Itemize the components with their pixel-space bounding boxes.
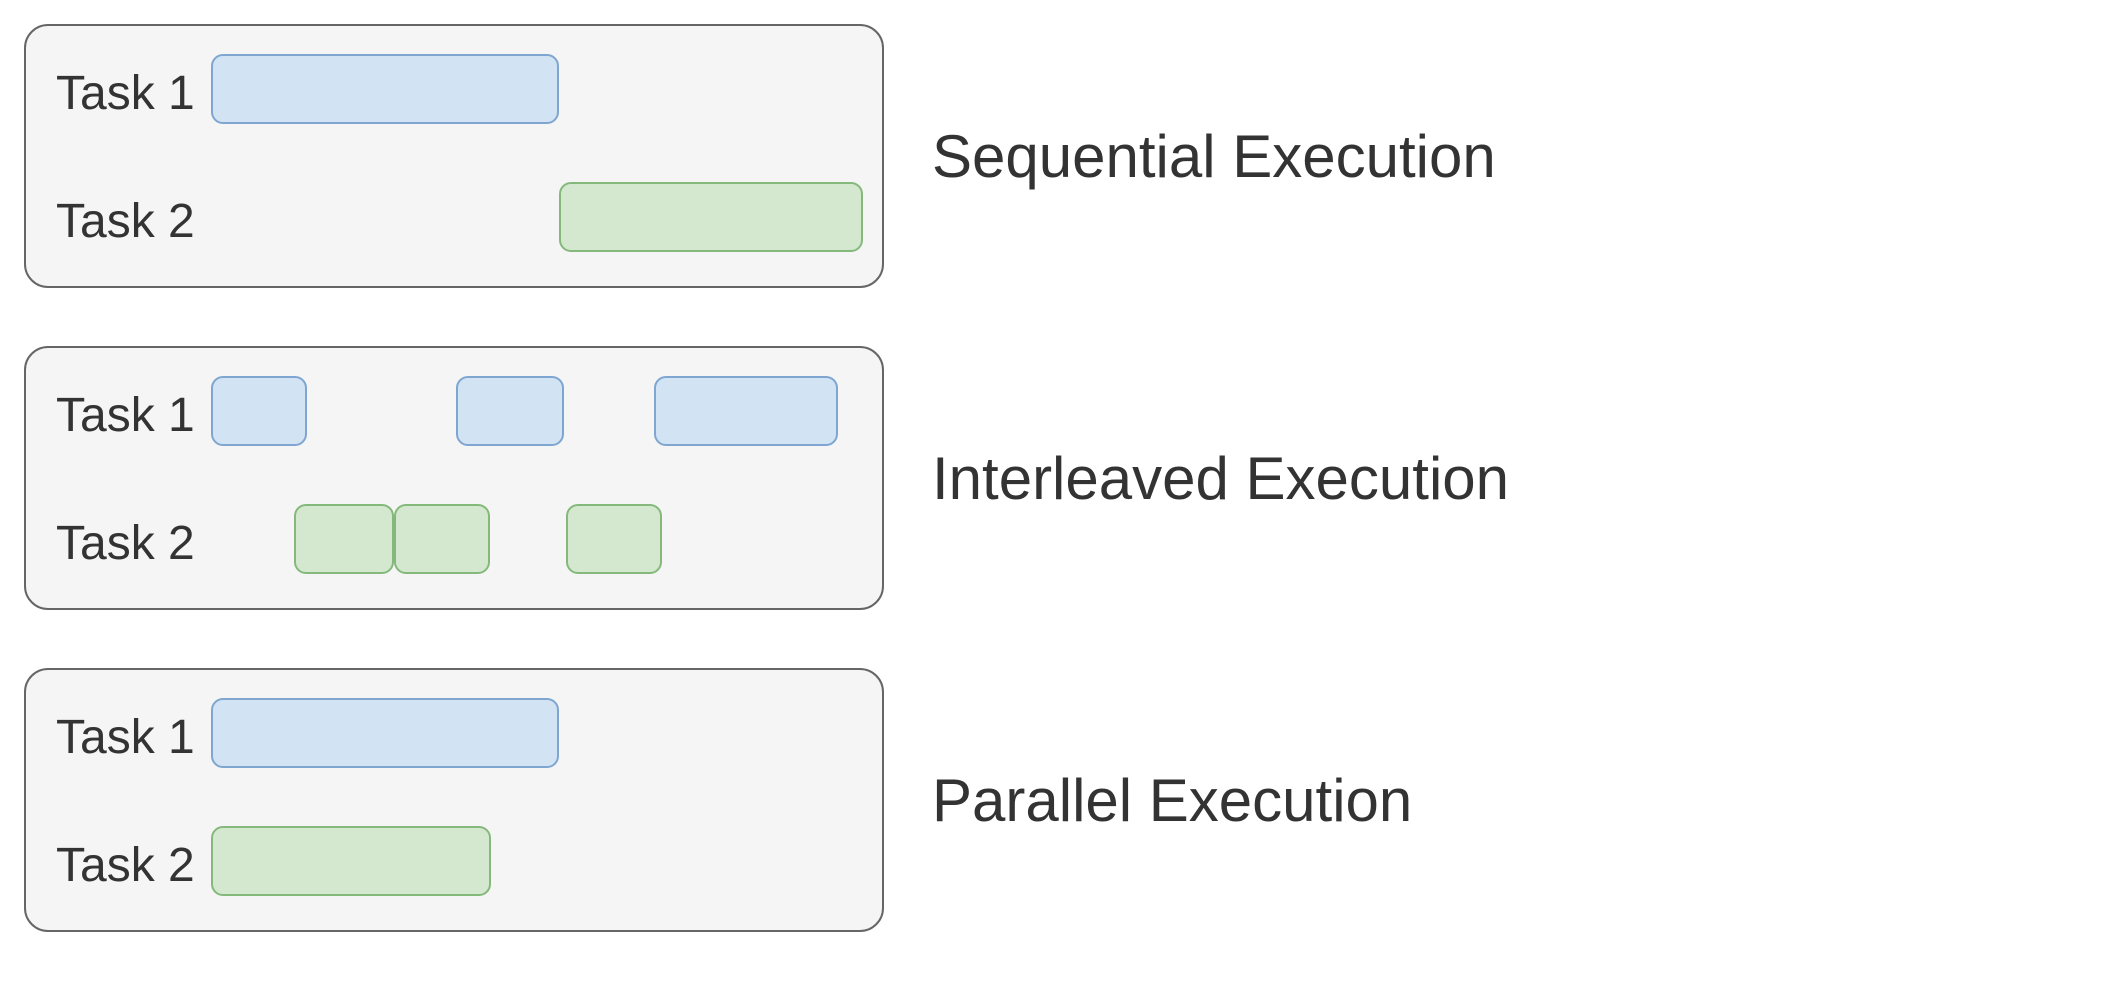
interleaved-title: Interleaved Execution xyxy=(932,444,1509,513)
sequential-task1-label: Task 1 xyxy=(56,66,195,121)
parallel-task2-label: Task 2 xyxy=(56,838,195,893)
parallel-task2-bar xyxy=(211,826,491,896)
interleaved-panel: Task 1 Task 2 xyxy=(24,346,884,610)
sequential-task2-bar xyxy=(559,182,863,252)
parallel-panel: Task 1 Task 2 xyxy=(24,668,884,932)
interleaved-task1-bar xyxy=(456,376,564,446)
sequential-title: Sequential Execution xyxy=(932,122,1496,191)
parallel-title: Parallel Execution xyxy=(932,766,1412,835)
parallel-row: Task 1 Task 2 Parallel Execution xyxy=(24,668,2063,932)
interleaved-task1-bar xyxy=(654,376,838,446)
diagram-container: Task 1 Task 2 Sequential Execution Task … xyxy=(0,0,2103,956)
parallel-task1-bar xyxy=(211,698,559,768)
interleaved-task2-label: Task 2 xyxy=(56,516,195,571)
interleaved-task2-bar xyxy=(294,504,394,574)
interleaved-row: Task 1 Task 2 Interleaved Execution xyxy=(24,346,2063,610)
sequential-task1-bar xyxy=(211,54,559,124)
sequential-row: Task 1 Task 2 Sequential Execution xyxy=(24,24,2063,288)
parallel-task1-label: Task 1 xyxy=(56,710,195,765)
sequential-task2-label: Task 2 xyxy=(56,194,195,249)
sequential-panel: Task 1 Task 2 xyxy=(24,24,884,288)
interleaved-task1-label: Task 1 xyxy=(56,388,195,443)
interleaved-task1-bar xyxy=(211,376,307,446)
interleaved-task2-bar xyxy=(394,504,490,574)
interleaved-task2-bar xyxy=(566,504,662,574)
